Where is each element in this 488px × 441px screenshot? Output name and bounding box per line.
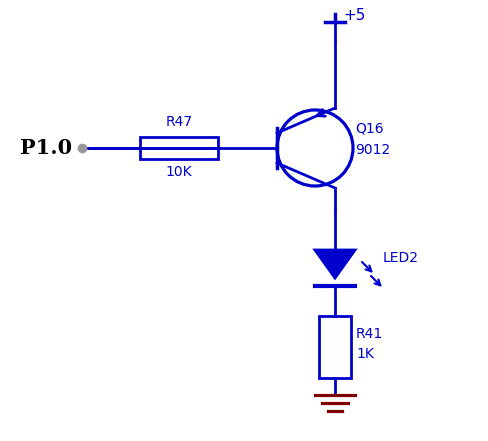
Text: LED2: LED2: [382, 251, 418, 265]
Text: R47: R47: [165, 115, 192, 129]
Text: 10K: 10K: [165, 165, 192, 179]
Text: +5: +5: [342, 8, 365, 23]
Text: Q16: Q16: [354, 121, 383, 135]
Text: 9012: 9012: [354, 143, 389, 157]
Bar: [140, 137, 218, 159]
Bar: [318, 316, 350, 378]
Text: 1K: 1K: [355, 347, 373, 361]
Text: R41: R41: [355, 327, 383, 341]
Polygon shape: [314, 250, 354, 278]
Text: P1.0: P1.0: [20, 138, 72, 158]
